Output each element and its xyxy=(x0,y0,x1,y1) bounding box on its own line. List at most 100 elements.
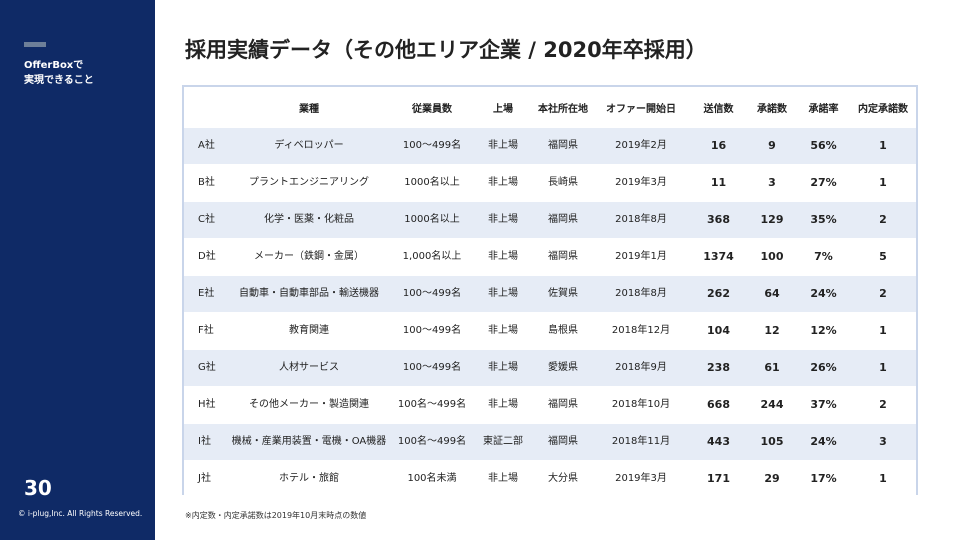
accepted-cell: 3 xyxy=(747,164,797,202)
acceptance-rate-cell: 24% xyxy=(797,275,850,313)
listing-cell: 非上場 xyxy=(472,312,534,350)
sidebar-heading: OfferBoxで 実現できること xyxy=(24,58,152,88)
copyright: © i-plug,Inc. All Rights Reserved. xyxy=(18,509,143,518)
acceptance-rate-cell: 35% xyxy=(797,201,850,239)
offer-start-cell: 2019年1月 xyxy=(592,238,690,276)
listing-cell: 非上場 xyxy=(472,238,534,276)
company-header xyxy=(184,87,226,128)
page-title: 採用実績データ（その他エリア企業 / 2020年卒採用） xyxy=(185,38,707,62)
employees-cell: 100〜499名 xyxy=(392,349,472,387)
table-row: F社 教育関連 100〜499名 非上場 島根県 2018年12月 104 12 12% 1 xyxy=(184,312,916,350)
listing-header: 上場 xyxy=(493,103,513,115)
employees-cell: 100名未満 xyxy=(392,460,472,497)
sent-header: 送信数 xyxy=(703,103,734,115)
final-acceptance-cell: 1 xyxy=(850,164,916,202)
offer-start-cell: 2018年8月 xyxy=(592,201,690,239)
table-header-row: 業種 従業員数 上場 本社所在地 オファー開始日 送信数 承諾数 承諾率 内定承諾数 xyxy=(184,87,916,128)
sent-cell: 11 xyxy=(690,164,747,202)
hq-cell: 福岡県 xyxy=(534,423,592,461)
final-acceptance-cell: 1 xyxy=(850,312,916,350)
company-cell: C社 xyxy=(184,201,226,239)
company-cell: J社 xyxy=(184,460,226,497)
industry-cell: プラントエンジニアリング xyxy=(226,164,392,202)
accepted-cell: 100 xyxy=(747,238,797,276)
table-row: C社 化学・医薬・化粧品 1000名以上 非上場 福岡県 2018年8月 368 129 35%… xyxy=(184,201,916,239)
offer-start-cell: 2018年10月 xyxy=(592,386,690,424)
hq-cell: 福岡県 xyxy=(534,201,592,239)
offer-start-cell: 2018年8月 xyxy=(592,275,690,313)
table-row: J社 ホテル・旅館 100名未満 非上場 大分県 2019年3月 171 29 17% 1 xyxy=(184,460,916,497)
sidebar-heading-line1: OfferBoxで xyxy=(24,60,84,71)
final-acceptance-cell: 1 xyxy=(850,460,916,497)
sent-cell: 368 xyxy=(690,201,747,239)
employees-cell: 100名〜499名 xyxy=(392,386,472,424)
offer-start-cell: 2018年11月 xyxy=(592,423,690,461)
acceptance-rate-cell: 27% xyxy=(797,164,850,202)
table-row: I社 機械・産業用装置・電機・OA機器 100名〜499名 東証二部 福岡県 2018年1… xyxy=(184,423,916,461)
hq-cell: 島根県 xyxy=(534,312,592,350)
company-cell: H社 xyxy=(184,386,226,424)
employees-cell: 100名〜499名 xyxy=(392,423,472,461)
final-acceptance-cell: 3 xyxy=(850,423,916,461)
results-table-container: 業種 従業員数 上場 本社所在地 オファー開始日 送信数 承諾数 承諾率 内定承諾数 A社 ディベ… xyxy=(182,85,918,497)
hq-cell: 長崎県 xyxy=(534,164,592,202)
offer-start-header: オファー開始日 xyxy=(606,103,676,115)
accepted-cell: 12 xyxy=(747,312,797,350)
company-cell: B社 xyxy=(184,164,226,202)
acceptance-rate-cell: 37% xyxy=(797,386,850,424)
listing-cell: 非上場 xyxy=(472,201,534,239)
industry-cell: 教育関連 xyxy=(226,312,392,350)
sent-cell: 262 xyxy=(690,275,747,313)
employees-cell: 1000名以上 xyxy=(392,164,472,202)
sidebar: OfferBoxで 実現できること 30 © i-plug,Inc. All R… xyxy=(0,0,155,540)
table-row: E社 自動車・自動車部品・輸送機器 100〜499名 非上場 佐賀県 2018年8月 262… xyxy=(184,275,916,313)
employees-cell: 1,000名以上 xyxy=(392,238,472,276)
final-acceptance-header: 内定承諾数 xyxy=(858,103,908,115)
final-acceptance-cell: 2 xyxy=(850,201,916,239)
industry-cell: ディベロッパー xyxy=(226,127,392,165)
results-table: 業種 従業員数 上場 本社所在地 オファー開始日 送信数 承諾数 承諾率 内定承諾数 A社 ディベ… xyxy=(184,87,916,497)
employees-header: 従業員数 xyxy=(412,103,452,115)
acceptance-rate-cell: 17% xyxy=(797,460,850,497)
table-row: A社 ディベロッパー 100〜499名 非上場 福岡県 2019年2月 16 9 56% 1 xyxy=(184,127,916,165)
company-cell: E社 xyxy=(184,275,226,313)
accepted-cell: 129 xyxy=(747,201,797,239)
company-cell: I社 xyxy=(184,423,226,461)
sent-cell: 668 xyxy=(690,386,747,424)
listing-cell: 東証二部 xyxy=(472,423,534,461)
industry-cell: 化学・医薬・化粧品 xyxy=(226,201,392,239)
employees-cell: 100〜499名 xyxy=(392,312,472,350)
final-acceptance-cell: 1 xyxy=(850,349,916,387)
sidebar-heading-line2: 実現できること xyxy=(24,75,94,86)
hq-header: 本社所在地 xyxy=(538,103,588,115)
offer-start-cell: 2018年12月 xyxy=(592,312,690,350)
table-row: H社 その他メーカー・製造関連 100名〜499名 非上場 福岡県 2018年10月 668… xyxy=(184,386,916,424)
industry-cell: 機械・産業用装置・電機・OA機器 xyxy=(226,423,392,461)
listing-cell: 非上場 xyxy=(472,164,534,202)
offer-start-cell: 2019年3月 xyxy=(592,460,690,497)
company-cell: D社 xyxy=(184,238,226,276)
accepted-cell: 64 xyxy=(747,275,797,313)
company-cell: G社 xyxy=(184,349,226,387)
employees-cell: 100〜499名 xyxy=(392,127,472,165)
hq-cell: 大分県 xyxy=(534,460,592,497)
company-cell: F社 xyxy=(184,312,226,350)
footnote: ※内定数・内定承諾数は2019年10月末時点の数値 xyxy=(185,511,367,520)
acceptance-rate-cell: 26% xyxy=(797,349,850,387)
offer-start-cell: 2018年9月 xyxy=(592,349,690,387)
offer-start-cell: 2019年2月 xyxy=(592,127,690,165)
accent-bar xyxy=(24,42,46,47)
sent-cell: 171 xyxy=(690,460,747,497)
final-acceptance-cell: 5 xyxy=(850,238,916,276)
industry-cell: ホテル・旅館 xyxy=(226,460,392,497)
accepted-header: 承諾数 xyxy=(757,103,787,115)
hq-cell: 福岡県 xyxy=(534,127,592,165)
page-number: 30 xyxy=(24,476,52,500)
industry-cell: その他メーカー・製造関連 xyxy=(226,386,392,424)
hq-cell: 愛媛県 xyxy=(534,349,592,387)
table-row: G社 人材サービス 100〜499名 非上場 愛媛県 2018年9月 238 61 26% 1 xyxy=(184,349,916,387)
acceptance-rate-cell: 7% xyxy=(797,238,850,276)
final-acceptance-cell: 2 xyxy=(850,386,916,424)
table-row: B社 プラントエンジニアリング 1000名以上 非上場 長崎県 2019年3月 11 3 27%… xyxy=(184,164,916,202)
employees-cell: 1000名以上 xyxy=(392,201,472,239)
